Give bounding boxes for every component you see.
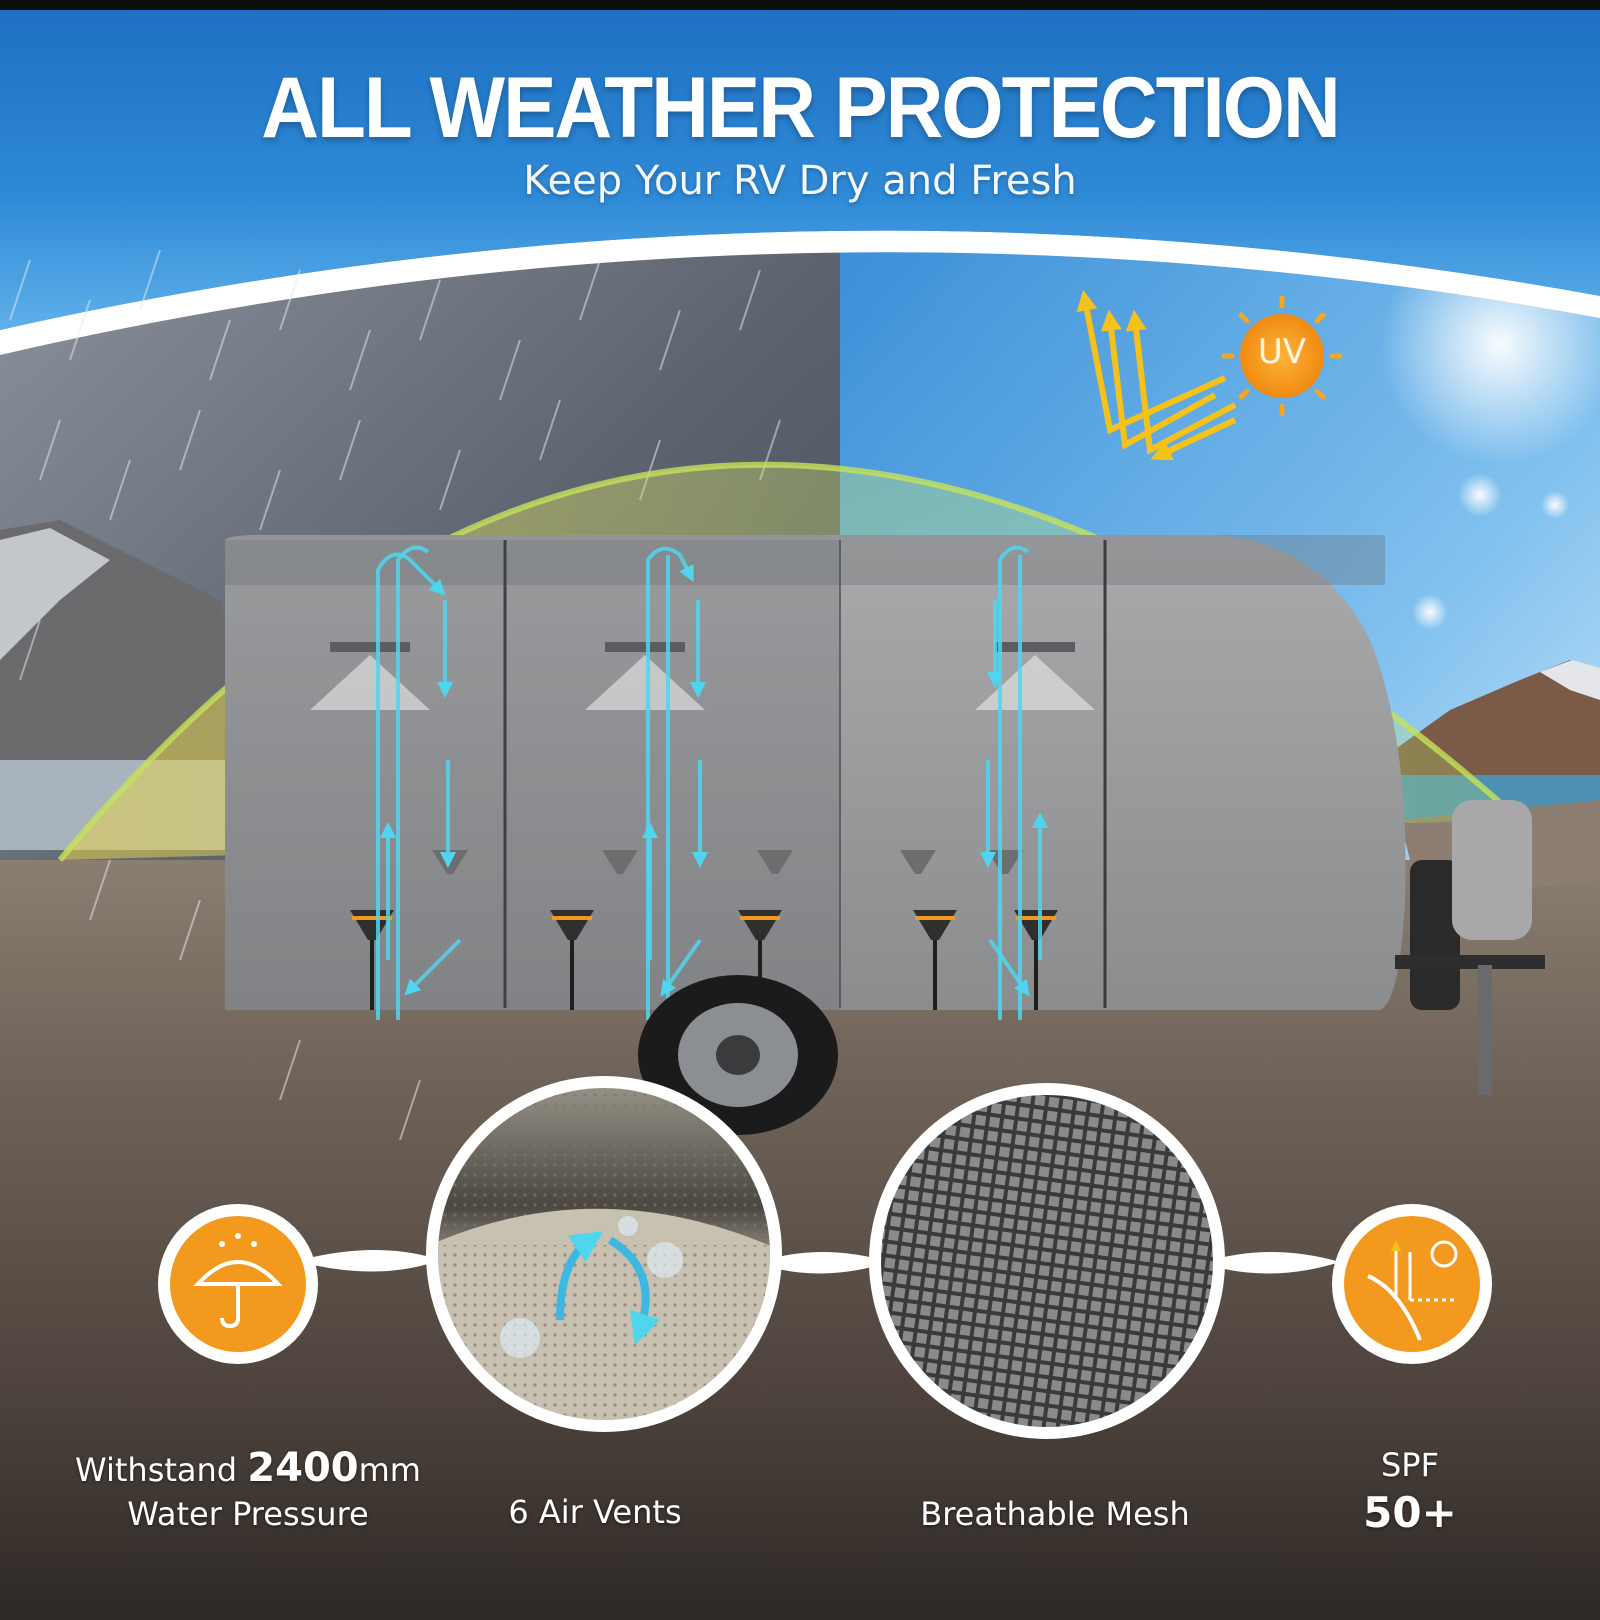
feature-air-vents: 6 Air Vents xyxy=(508,1493,682,1531)
umbrella-rain-icon xyxy=(158,1204,318,1364)
strap-buckles xyxy=(350,850,1058,1010)
arc-divider xyxy=(0,230,1600,355)
water-prefix: Withstand xyxy=(75,1451,248,1489)
uv-sun-icon xyxy=(1221,295,1343,417)
rain xyxy=(9,249,781,1141)
uv-badge-label: UV xyxy=(1257,332,1307,372)
sparkle-icon xyxy=(1458,473,1502,517)
sparkle-icon xyxy=(1541,491,1569,519)
rv-wheel xyxy=(638,975,838,1135)
feature-spf: SPF 50+ xyxy=(1330,1443,1490,1535)
uv-reflect-icon xyxy=(1332,1204,1492,1364)
vent-flap xyxy=(995,642,1075,652)
water-unit: mm xyxy=(358,1451,421,1489)
rv-hitch xyxy=(1395,800,1545,1095)
mesh-closeup-photo xyxy=(869,1083,1225,1439)
subheadline: Keep Your RV Dry and Fresh xyxy=(523,158,1077,204)
sparkle-icon xyxy=(1412,594,1448,630)
rv-cover xyxy=(225,535,1406,1010)
vent-flap xyxy=(605,642,685,652)
airflow-arrows xyxy=(376,545,1048,1020)
feature-breathable-mesh: Breathable Mesh xyxy=(920,1495,1190,1533)
spf-value: 50+ xyxy=(1363,1488,1457,1537)
water-value: 2400 xyxy=(247,1445,359,1491)
headline: ALL WEATHER PROTECTION xyxy=(261,59,1340,156)
uv-reflection-arrows xyxy=(1076,289,1237,461)
air-vent-closeup-photo xyxy=(426,1076,782,1432)
feature-water-pressure: Withstand 2400mm Water Pressure xyxy=(48,1446,448,1536)
vent-flap xyxy=(330,642,410,652)
water-pressure-line1: Withstand 2400mm xyxy=(48,1446,448,1492)
spf-label: SPF xyxy=(1380,1446,1439,1484)
feature-connector xyxy=(300,1250,1340,1274)
water-pressure-line2: Water Pressure xyxy=(127,1495,369,1533)
